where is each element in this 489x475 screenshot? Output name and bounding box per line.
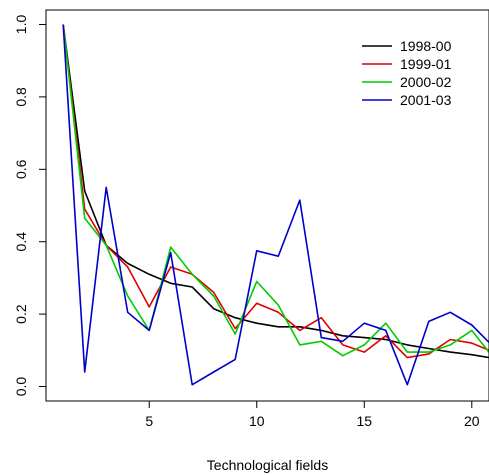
x-axis-label: Technological fields xyxy=(207,457,328,473)
legend-label-2000-02: 2000-02 xyxy=(400,74,452,90)
y-tick-label: 0.8 xyxy=(13,87,29,107)
legend-label-2001-03: 2001-03 xyxy=(400,92,452,108)
x-tick-label: 20 xyxy=(464,413,480,429)
x-tick-label: 15 xyxy=(356,413,372,429)
series-line-2000-02 xyxy=(62,24,489,357)
legend: 1998-00 1999-01 2000-02 2001-03 xyxy=(362,38,452,108)
y-tick-label: 1.0 xyxy=(13,15,29,35)
x-tick-label: 5 xyxy=(145,413,153,429)
series-line-2001-03 xyxy=(62,24,489,386)
y-tick-label: 0.4 xyxy=(13,232,29,252)
series-line-1998-00 xyxy=(62,24,489,359)
legend-label-1999-01: 1999-01 xyxy=(400,56,452,72)
plot-area-frame xyxy=(45,9,489,402)
y-tick-label: 0.0 xyxy=(13,377,29,397)
x-tick-label: 10 xyxy=(249,413,265,429)
legend-label-1998-00: 1998-00 xyxy=(400,38,452,54)
y-tick-label: 0.2 xyxy=(13,304,29,324)
axes-layer: 5 10 15 20 0.0 0.2 0.4 0.6 0.8 1.0 xyxy=(13,15,480,429)
series-layer xyxy=(62,24,489,386)
series-line-1999-01 xyxy=(62,24,489,359)
y-tick-label: 0.6 xyxy=(13,159,29,179)
